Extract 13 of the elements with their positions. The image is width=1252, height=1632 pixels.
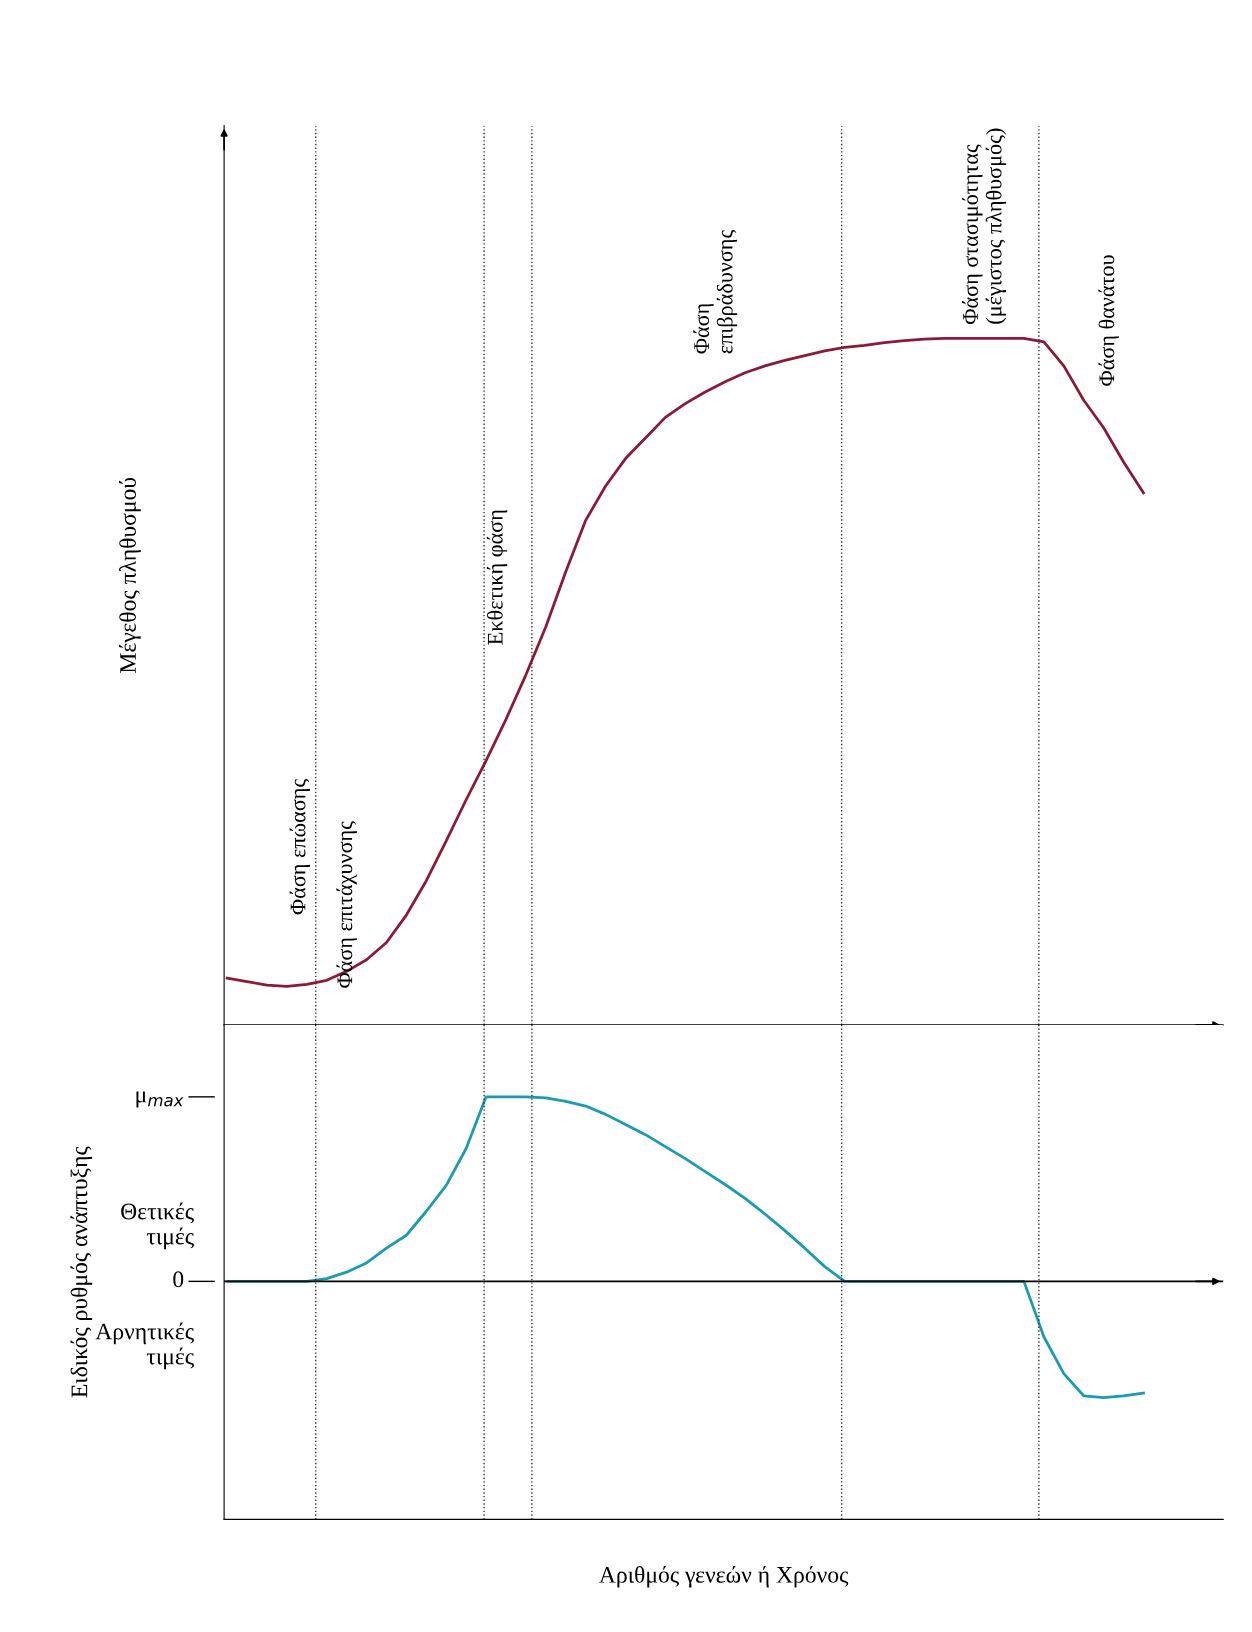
text: Θετικές τιμές bbox=[121, 1202, 194, 1250]
y-axis-title: Μέγεθος πληθυσμού bbox=[119, 477, 141, 673]
annotation: Φάση θανάτου bbox=[1098, 255, 1119, 386]
annotation: Φάση επιτάχυνσης bbox=[336, 821, 357, 988]
x-axis-title: Αριθμός γενεών ή Χρόνος bbox=[599, 1565, 849, 1588]
text: Αρνητικές τιμές bbox=[95, 1322, 194, 1370]
text: μ$_{max}$ bbox=[136, 1091, 184, 1108]
annotation: Φάση επώασης bbox=[289, 779, 311, 915]
y-axis-title: Ειδικός ρυθμός ανάπτυξης bbox=[70, 1146, 93, 1398]
annotation: Φάση επιβράδυνσης bbox=[693, 229, 738, 354]
annotation: Εκθετική φάση bbox=[486, 510, 508, 645]
text: 0 bbox=[173, 1271, 184, 1288]
text: Φάση στασιμότητας (μέγιστος πληθυσμός) bbox=[962, 128, 1007, 325]
